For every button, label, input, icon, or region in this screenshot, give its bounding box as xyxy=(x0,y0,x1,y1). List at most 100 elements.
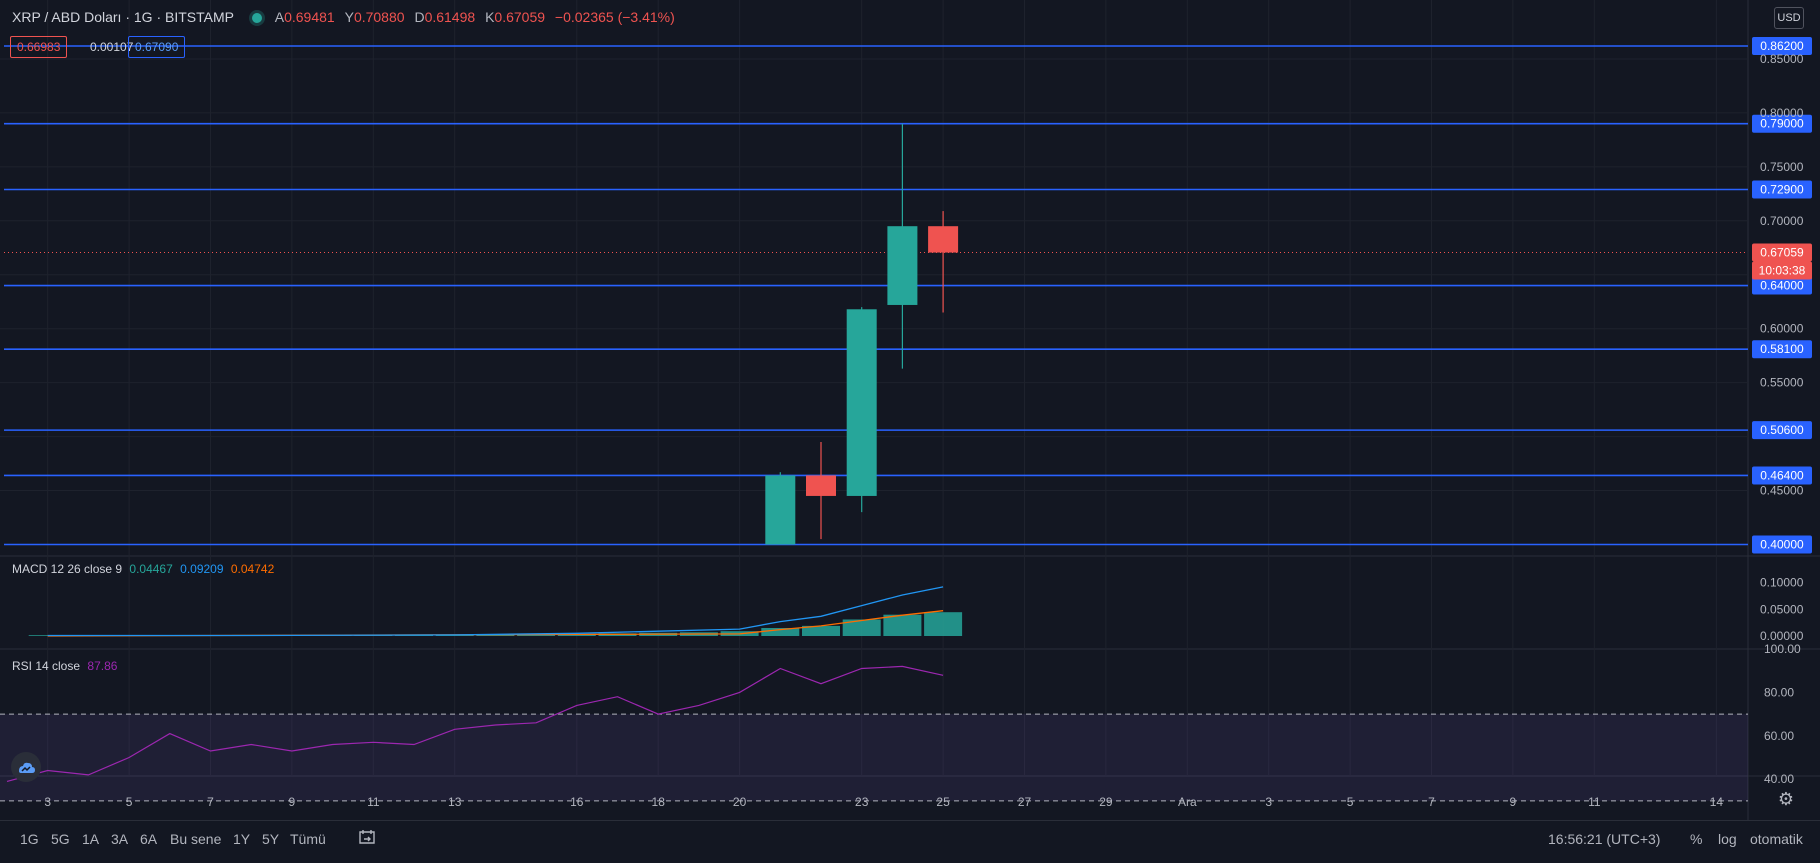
time-tick-label: 25 xyxy=(936,795,950,809)
time-tick-label: 3 xyxy=(1265,795,1272,809)
range-5d[interactable]: 5G xyxy=(51,831,70,847)
macd-tick-label: 0.05000 xyxy=(1760,602,1804,616)
time-tick-label: 9 xyxy=(1510,795,1517,809)
rsi-tick-label: 100.00 xyxy=(1764,642,1801,656)
level-price-label: 0.58100 xyxy=(1760,342,1804,356)
macd-signal-line xyxy=(47,610,944,637)
range-5y[interactable]: 5Y xyxy=(262,831,280,847)
level-price-label: 0.72900 xyxy=(1760,183,1804,197)
time-tick-label: 16 xyxy=(570,795,584,809)
percent-toggle[interactable]: % xyxy=(1690,831,1703,847)
rsi-tick-label: 40.00 xyxy=(1764,772,1794,786)
candles xyxy=(765,123,959,545)
open-label: A xyxy=(274,9,285,25)
price-tick-label: 0.45000 xyxy=(1760,484,1804,498)
level-price-tag xyxy=(1752,37,1812,55)
level-price-tag xyxy=(1752,535,1812,554)
time-tick-label: 9 xyxy=(289,795,296,809)
cloud-icon xyxy=(19,762,35,773)
macd-histogram-bar xyxy=(802,625,840,636)
macd-histogram-value: 0.04467 xyxy=(129,562,173,576)
symbol-title[interactable]: XRP / ABD Doları · 1G · BITSTAMP xyxy=(12,9,234,25)
range-all[interactable]: Tümü xyxy=(290,831,326,847)
level-price-tag xyxy=(1752,466,1812,485)
symbol-legend: XRP / ABD Doları · 1G · BITSTAMP A0.6948… xyxy=(12,9,675,25)
range-1y[interactable]: 1Y xyxy=(233,831,251,847)
time-tick-label: 11 xyxy=(1588,795,1601,809)
macd-pane xyxy=(28,586,963,637)
candle-body xyxy=(846,309,877,496)
macd-histogram-bar xyxy=(761,628,800,636)
time-tick-label: 13 xyxy=(448,795,462,809)
level-price-label: 0.79000 xyxy=(1760,117,1804,131)
macd-title: MACD 12 26 close 9 xyxy=(12,562,123,576)
rsi-title: RSI 14 close xyxy=(12,659,81,673)
cloud-logo-icon[interactable] xyxy=(11,752,41,782)
rsi-band xyxy=(0,713,1748,802)
time-tick-label: 29 xyxy=(1099,795,1113,809)
time-tick-label: 5 xyxy=(126,795,133,809)
range-1d[interactable]: 1G xyxy=(20,831,39,847)
low-value: 0.61498 xyxy=(424,9,476,25)
time-tick-label: 20 xyxy=(733,795,747,809)
close-value: 0.67059 xyxy=(494,9,546,25)
goto-date-icon[interactable] xyxy=(358,829,378,850)
price-tick-label: 0.70000 xyxy=(1760,214,1804,228)
currency-button[interactable]: USD xyxy=(1774,7,1804,29)
price-tick-label: 0.60000 xyxy=(1760,322,1804,336)
high-value: 0.70880 xyxy=(353,9,405,25)
time-tick-label: 27 xyxy=(1018,795,1032,809)
open-value: 0.69481 xyxy=(284,9,335,25)
level-price-label: 0.86200 xyxy=(1760,39,1804,53)
rsi-legend[interactable]: RSI 14 close 87.86 xyxy=(12,659,117,673)
macd-line xyxy=(47,586,944,637)
macd-legend[interactable]: MACD 12 26 close 9 0.04467 0.09209 0.047… xyxy=(12,562,274,576)
price-axis: 0.86200 0.79000 0.72900 0.64000 0.58100 0.506… xyxy=(1752,37,1812,786)
level-price-tag xyxy=(1752,276,1812,295)
macd-tick-label: 0.00000 xyxy=(1760,629,1804,643)
log-toggle[interactable]: log xyxy=(1718,831,1737,847)
calendar-arrow-icon xyxy=(359,830,375,844)
clock-time[interactable]: 16:56:21 (UTC+3) xyxy=(1548,831,1661,847)
last-price-label: 0.67059 xyxy=(1760,246,1804,260)
macd-tick-label: 0.10000 xyxy=(1760,576,1804,590)
candle-body xyxy=(887,226,918,305)
countdown-label: 10:03:38 xyxy=(1759,264,1806,278)
time-tick-label: 7 xyxy=(1428,795,1435,809)
candle-body xyxy=(928,226,959,253)
time-tick-label: Ara xyxy=(1178,795,1197,809)
price-tick-label: 0.85000 xyxy=(1760,52,1804,66)
level-price-label: 0.64000 xyxy=(1760,279,1804,293)
level-price-label: 0.50600 xyxy=(1760,423,1804,437)
level-price-tag xyxy=(1752,421,1812,440)
range-3m[interactable]: 3A xyxy=(111,831,129,847)
gear-icon[interactable]: ⚙ xyxy=(1777,789,1795,809)
change-value: −0.02365 (−3.41%) xyxy=(554,9,675,25)
candle-body xyxy=(765,475,796,545)
range-ytd[interactable]: Bu sene xyxy=(170,831,222,847)
time-tick-label: 5 xyxy=(1347,795,1354,809)
rsi-pane xyxy=(6,665,944,782)
candle-body xyxy=(806,475,836,496)
time-tick-label: 3 xyxy=(44,795,51,809)
range-1m[interactable]: 1A xyxy=(82,831,100,847)
high-label: Y xyxy=(344,9,354,25)
level-price-label: 0.40000 xyxy=(1760,537,1804,551)
level-price-tag xyxy=(1752,114,1812,133)
time-tick-label: 7 xyxy=(207,795,214,809)
auto-toggle[interactable]: otomatik xyxy=(1750,831,1803,847)
macd-line-value: 0.09209 xyxy=(180,562,224,576)
range-6m[interactable]: 6A xyxy=(140,831,158,847)
rsi-value: 87.86 xyxy=(87,659,118,673)
time-tick-label: 14 xyxy=(1710,795,1724,809)
sell-quote[interactable]: 0.66983 xyxy=(10,36,68,58)
level-price-tag xyxy=(1752,180,1812,199)
bottom-toolbar: 1G 5G 1A 3A 6A Bu sene 1Y 5Y Tümü 16:56:… xyxy=(0,820,1820,859)
macd-histogram-bar xyxy=(924,612,963,636)
buy-quote[interactable]: 0.67090 xyxy=(128,36,186,58)
market-status-icon xyxy=(251,13,262,23)
macd-signal-value: 0.04742 xyxy=(230,562,275,576)
spread-value: 0.00107 xyxy=(90,40,134,54)
